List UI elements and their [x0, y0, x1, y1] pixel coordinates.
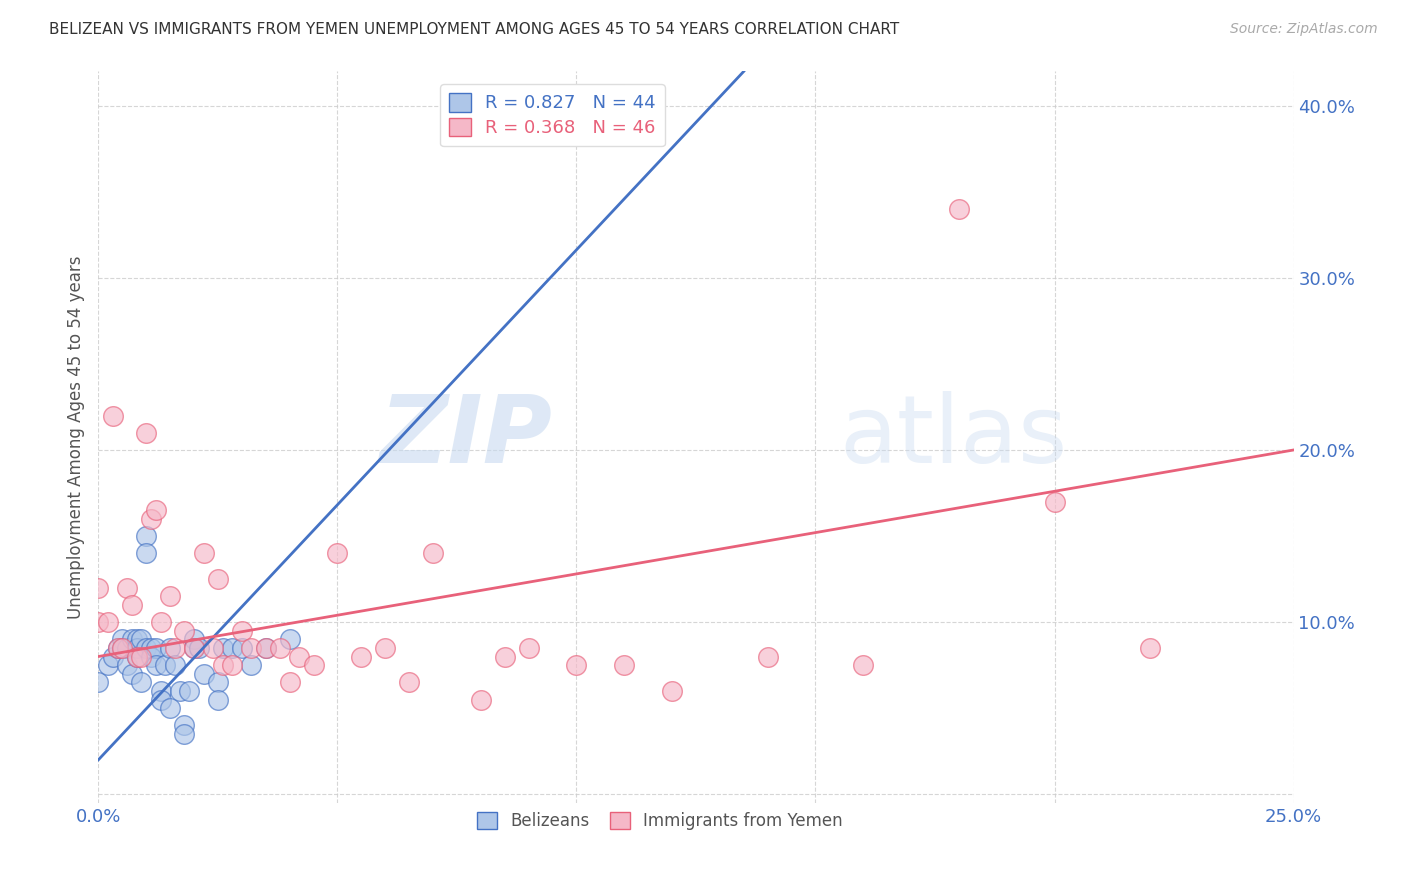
Point	[87, 581, 110, 595]
Point	[111, 640, 134, 655]
Point	[101, 649, 124, 664]
Point	[131, 632, 153, 647]
Point	[278, 632, 301, 647]
Point	[398, 675, 420, 690]
Point	[470, 692, 492, 706]
Point	[231, 640, 253, 655]
Point	[155, 658, 177, 673]
Point	[115, 658, 138, 673]
Point	[269, 640, 291, 655]
Point	[111, 632, 134, 647]
Point	[207, 692, 229, 706]
Point	[1139, 640, 1161, 655]
Point	[121, 598, 143, 612]
Point	[125, 640, 148, 655]
Point	[422, 546, 444, 560]
Legend: Belizeans, Immigrants from Yemen: Belizeans, Immigrants from Yemen	[470, 804, 851, 838]
Point	[135, 425, 157, 440]
Point	[173, 624, 195, 638]
Point	[101, 409, 124, 423]
Point	[139, 512, 162, 526]
Point	[145, 658, 167, 673]
Point	[107, 640, 129, 655]
Point	[211, 658, 233, 673]
Point	[278, 675, 301, 690]
Point	[517, 640, 540, 655]
Point	[97, 658, 120, 673]
Point	[211, 640, 233, 655]
Text: BELIZEAN VS IMMIGRANTS FROM YEMEN UNEMPLOYMENT AMONG AGES 45 TO 54 YEARS CORRELA: BELIZEAN VS IMMIGRANTS FROM YEMEN UNEMPL…	[49, 22, 900, 37]
Point	[240, 658, 263, 673]
Point	[135, 546, 157, 560]
Point	[202, 640, 225, 655]
Point	[193, 546, 215, 560]
Point	[173, 718, 195, 732]
Point	[145, 640, 167, 655]
Point	[852, 658, 875, 673]
Point	[326, 546, 349, 560]
Point	[145, 503, 167, 517]
Point	[565, 658, 588, 673]
Point	[111, 640, 134, 655]
Point	[240, 640, 263, 655]
Point	[183, 632, 205, 647]
Point	[302, 658, 325, 673]
Point	[193, 666, 215, 681]
Point	[149, 692, 172, 706]
Point	[187, 640, 209, 655]
Point	[115, 640, 138, 655]
Point	[163, 658, 186, 673]
Point	[254, 640, 277, 655]
Point	[131, 675, 153, 690]
Point	[135, 529, 157, 543]
Point	[221, 640, 243, 655]
Point	[1043, 494, 1066, 508]
Text: ZIP: ZIP	[380, 391, 553, 483]
Point	[135, 640, 157, 655]
Point	[87, 615, 110, 629]
Point	[288, 649, 311, 664]
Point	[149, 684, 172, 698]
Point	[139, 649, 162, 664]
Point	[207, 572, 229, 586]
Point	[121, 666, 143, 681]
Point	[374, 640, 396, 655]
Point	[139, 640, 162, 655]
Point	[131, 649, 153, 664]
Point	[756, 649, 779, 664]
Point	[159, 701, 181, 715]
Text: atlas: atlas	[839, 391, 1067, 483]
Point	[183, 640, 205, 655]
Point	[179, 684, 201, 698]
Point	[121, 632, 143, 647]
Point	[207, 675, 229, 690]
Point	[125, 649, 148, 664]
Point	[169, 684, 191, 698]
Point	[107, 640, 129, 655]
Point	[97, 615, 120, 629]
Point	[159, 640, 181, 655]
Point	[948, 202, 970, 216]
Point	[221, 658, 243, 673]
Point	[254, 640, 277, 655]
Point	[115, 581, 138, 595]
Point	[149, 615, 172, 629]
Point	[125, 649, 148, 664]
Text: Source: ZipAtlas.com: Source: ZipAtlas.com	[1230, 22, 1378, 37]
Point	[494, 649, 516, 664]
Point	[159, 589, 181, 603]
Point	[87, 675, 110, 690]
Y-axis label: Unemployment Among Ages 45 to 54 years: Unemployment Among Ages 45 to 54 years	[66, 255, 84, 619]
Point	[183, 640, 205, 655]
Point	[163, 640, 186, 655]
Point	[613, 658, 636, 673]
Point	[350, 649, 373, 664]
Point	[661, 684, 683, 698]
Point	[231, 624, 253, 638]
Point	[173, 727, 195, 741]
Point	[125, 632, 148, 647]
